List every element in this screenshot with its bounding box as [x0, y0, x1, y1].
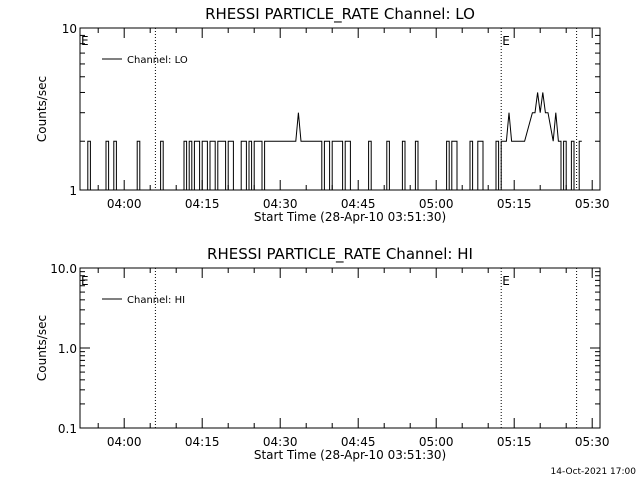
- x-axis-label: Start Time (28-Apr-10 03:51:30): [254, 448, 446, 462]
- x-tick-label: 05:15: [497, 197, 532, 211]
- event-marker-label: E: [502, 34, 510, 48]
- y-tick-label: 0.1: [58, 422, 77, 436]
- x-tick-label: 04:15: [185, 435, 220, 449]
- x-tick-label: 04:00: [107, 197, 142, 211]
- y-tick-label: 10.0: [50, 262, 77, 276]
- x-tick-label: 04:30: [263, 197, 298, 211]
- event-marker-label: E: [502, 274, 510, 288]
- x-tick-label: 04:15: [185, 197, 220, 211]
- x-tick-label: 04:45: [341, 197, 376, 211]
- chart-panel-lo: RHESSI PARTICLE_RATE Channel: LO Counts/s…: [35, 5, 609, 224]
- event-marker-label: E: [81, 34, 89, 48]
- y-tick-label: 10: [62, 22, 77, 36]
- x-tick-label: 05:15: [497, 435, 532, 449]
- footer-timestamp: 14-Oct-2021 17:00: [551, 467, 637, 477]
- y-tick-label: 1: [69, 184, 77, 198]
- plot-frame: [79, 27, 601, 191]
- x-tick-label: 04:00: [107, 435, 142, 449]
- x-tick-label: 05:30: [575, 435, 610, 449]
- y-axis-label: Counts/sec: [35, 315, 49, 381]
- x-tick-label: 05:00: [419, 197, 454, 211]
- y-tick-label: 1.0: [58, 342, 77, 356]
- plot-frame: [79, 267, 601, 429]
- x-tick-label: 04:30: [263, 435, 298, 449]
- series-line: [80, 92, 582, 191]
- x-tick-label: 04:45: [341, 435, 376, 449]
- y-axis-label: Counts/sec: [35, 76, 49, 142]
- event-marker-label: E: [81, 274, 89, 288]
- chart-title: RHESSI PARTICLE_RATE Channel: HI: [207, 245, 473, 264]
- chart-panel-hi: RHESSI PARTICLE_RATE Channel: HI Counts/s…: [35, 245, 609, 462]
- x-tick-label: 05:00: [419, 435, 454, 449]
- x-axis-label: Start Time (28-Apr-10 03:51:30): [254, 210, 446, 224]
- chart-title: RHESSI PARTICLE_RATE Channel: LO: [205, 5, 475, 24]
- legend-label: Channel: LO: [127, 55, 188, 66]
- x-tick-label: 05:30: [575, 197, 610, 211]
- legend-label: Channel: HI: [127, 295, 185, 306]
